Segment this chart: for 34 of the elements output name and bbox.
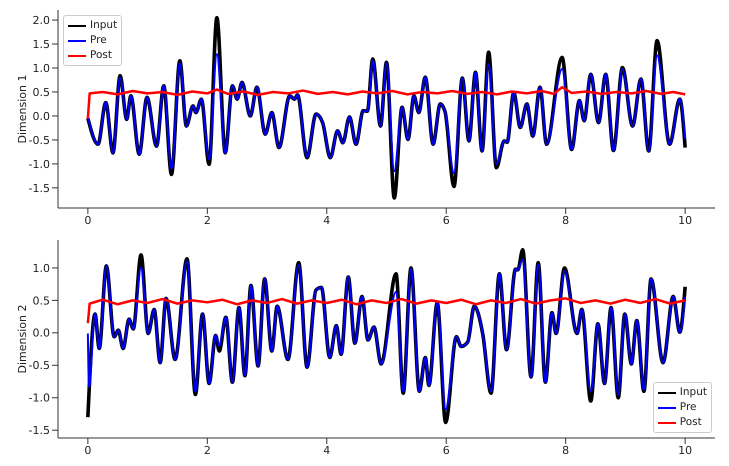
- y-tick-label: -1.5: [28, 424, 50, 438]
- legend-label: Post: [90, 48, 112, 63]
- legend-label: Input: [680, 385, 707, 400]
- legend-label: Pre: [90, 33, 107, 48]
- x-tick-label: 4: [323, 444, 330, 457]
- y-axis-title: Dimension 1: [16, 74, 29, 144]
- x-tick-label: 6: [442, 214, 450, 227]
- x-tick-label: 10: [678, 444, 692, 457]
- y-tick-label: -1.0: [28, 392, 50, 405]
- y-tick-label: -0.5: [28, 134, 50, 147]
- x-tick-label: 8: [562, 444, 570, 457]
- x-tick-label: 2: [204, 214, 211, 227]
- x-tick-label: 0: [84, 214, 92, 227]
- y-tick-label: -0.5: [28, 359, 50, 372]
- x-tick-label: 0: [84, 444, 92, 457]
- y-tick-label: 1.0: [32, 62, 50, 75]
- y-tick-label: 1.0: [32, 262, 50, 275]
- y-tick-label: -1.5: [28, 182, 50, 195]
- y-axis-title: Dimension 2: [16, 304, 29, 374]
- y-tick-label: -1.0: [28, 158, 50, 171]
- x-tick-label: 10: [678, 214, 692, 227]
- x-tick-label: 8: [562, 214, 570, 227]
- y-tick-label: 0.0: [32, 110, 50, 123]
- y-tick-label: 2.0: [32, 14, 50, 27]
- y-tick-label: 0.0: [32, 326, 50, 340]
- legend-label: Post: [680, 415, 702, 430]
- y-tick-label: 0.5: [32, 86, 50, 99]
- y-tick-label: 1.5: [32, 38, 50, 51]
- x-tick-label: 2: [204, 444, 211, 457]
- x-tick-label: 6: [442, 444, 450, 457]
- legend-label: Pre: [680, 400, 696, 415]
- legend-label: Input: [90, 18, 118, 33]
- y-tick-label: 0.5: [32, 294, 50, 308]
- x-tick-label: 4: [323, 214, 330, 227]
